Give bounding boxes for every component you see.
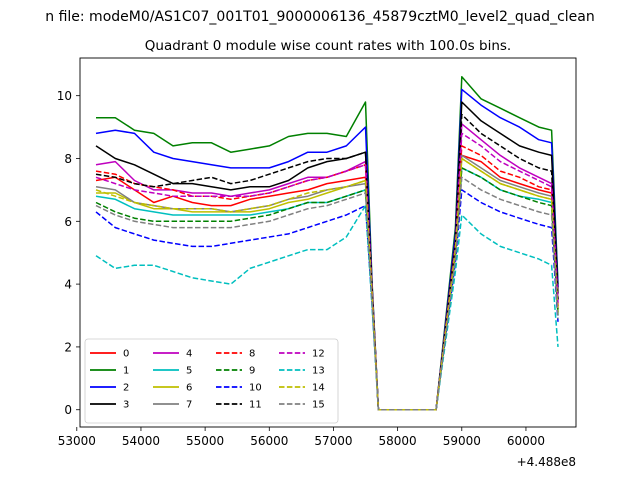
series-line-12 [95,132,559,411]
legend-label-1: 1 [123,366,129,377]
y-tick-label: 10 [57,89,72,103]
legend-label-8: 8 [249,349,255,360]
legend-label-2: 2 [123,383,129,394]
x-tick-label: 54000 [122,434,160,448]
legend-label-15: 15 [312,400,325,411]
legend-label-13: 13 [312,366,325,377]
legend-label-10: 10 [249,383,262,394]
legend-label-3: 3 [123,400,129,411]
series-line-11 [95,113,559,411]
series-line-4 [95,123,559,411]
y-tick-label: 8 [64,152,72,166]
series-line-14 [95,157,559,411]
series-line-13 [95,204,559,411]
legend-label-0: 0 [123,349,129,360]
series-line-9 [95,167,559,411]
series-line-0 [95,154,559,411]
legend-label-12: 12 [312,349,325,360]
x-tick-label: 59000 [443,434,481,448]
legend-box [84,338,339,424]
x-tick-label: 58000 [379,434,417,448]
y-tick-label: 2 [64,340,72,354]
series-line-1 [96,76,559,411]
series-line-10 [95,189,559,411]
series-line-15 [95,176,559,411]
x-tick-label: 56000 [250,434,288,448]
x-tick-label: 60000 [507,434,545,448]
legend-label-14: 14 [312,383,325,394]
series-line-8 [95,145,559,411]
legend-label-6: 6 [186,383,192,394]
x-tick-label: 55000 [186,434,224,448]
legend-label-11: 11 [249,400,262,411]
x-axis: 53000 54000 55000 56000 57000 58000 59000 60000 [58,427,545,448]
legend-label-7: 7 [186,400,192,411]
y-tick-label: 6 [64,215,72,229]
series-line-2 [95,88,559,411]
legend-label-5: 5 [186,366,192,377]
y-tick-label: 4 [64,278,72,292]
y-axis: 0 2 4 6 8 10 [57,89,80,417]
x-axis-offset-text: +4.488e8 [517,455,576,469]
axes-frame [79,57,577,428]
y-tick-label: 0 [64,403,72,417]
plot-area [95,76,559,411]
legend-label-4: 4 [186,349,192,360]
x-tick-label: 57000 [314,434,352,448]
series-line-3 [95,101,559,411]
chart-title: Quadrant 0 module wise count rates with … [145,38,511,54]
legend-label-9: 9 [249,366,255,377]
x-tick-label: 53000 [58,434,96,448]
figure-suptitle: n file: modeM0/AS1C07_001T01_9000006136_… [45,9,594,25]
